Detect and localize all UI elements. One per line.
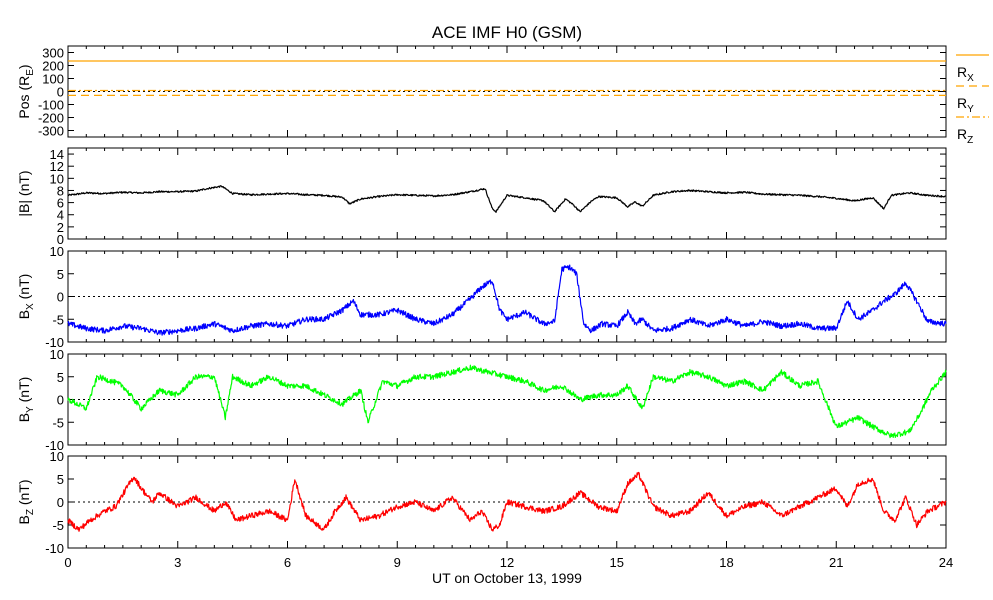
y-tick-label: -100 [38, 98, 64, 113]
x-tick-label: 9 [394, 555, 401, 570]
y-tick-label: -10 [45, 335, 64, 350]
y-tick-label: 300 [42, 46, 64, 61]
y-tick-label: -5 [52, 415, 64, 430]
y-tick-label: 10 [50, 347, 64, 362]
y-tick-label: -5 [52, 312, 64, 327]
y-tick-label: 6 [57, 196, 64, 211]
y-tick-label: 0 [57, 393, 64, 408]
x-axis: 0 3 6 9 12 15 18 21 24 [64, 555, 953, 570]
y-tick-label: 12 [50, 159, 64, 174]
x-axis-label: UT on October 13, 1999 [432, 570, 582, 586]
panel-bz: -10 -5 0 5 10 BZ (nT) [16, 449, 947, 556]
y-tick-label: -10 [45, 438, 64, 453]
panel-bx: -10 -5 0 5 10 BX (nT) [16, 244, 947, 350]
y-tick-label: -200 [38, 111, 64, 126]
legend-label: RY [957, 95, 974, 115]
y-tick-label: 5 [57, 472, 64, 487]
chart-title: ACE IMF H0 (GSM) [432, 23, 582, 42]
y-tick-label: 0 [57, 85, 64, 100]
x-tick-label: 24 [939, 555, 953, 570]
series-line-btot-0 [67, 185, 947, 213]
x-tick-label: 0 [64, 555, 71, 570]
y-axis-label: BZ (nT) [16, 479, 36, 524]
y-tick-label: -300 [38, 124, 64, 139]
y-tick-label: 14 [50, 147, 64, 162]
panel-frame [67, 147, 947, 240]
x-tick-label: 21 [829, 555, 843, 570]
y-tick-label: 10 [50, 171, 64, 186]
series-line-bz-0 [67, 471, 947, 532]
x-tick-label: 6 [284, 555, 291, 570]
x-tick-label: 3 [174, 555, 181, 570]
y-tick-label: -5 [52, 518, 64, 533]
y-tick-label: 2 [57, 220, 64, 235]
legend-label: RZ [957, 126, 973, 146]
series-line-by-0 [67, 364, 947, 439]
y-tick-label: 4 [57, 208, 64, 223]
y-tick-label: 0 [57, 290, 64, 305]
y-tick-label: 5 [57, 370, 64, 385]
y-axis-label: |B| (nT) [16, 170, 32, 216]
x-tick-label: 12 [500, 555, 514, 570]
panel-by: -10 -5 0 5 10 BY (nT) [16, 347, 947, 453]
y-tick-label: 5 [57, 267, 64, 282]
y-tick-label: 100 [42, 72, 64, 87]
y-tick-label: 200 [42, 59, 64, 74]
y-axis-label: Pos (RE) [16, 64, 36, 118]
y-tick-label: 10 [50, 244, 64, 259]
y-tick-label: 0 [57, 232, 64, 247]
series-line-bx-0 [67, 264, 947, 336]
x-tick-label: 18 [719, 555, 733, 570]
y-tick-label: 10 [50, 449, 64, 464]
y-axis-label: BX (nT) [16, 274, 36, 320]
y-axis-label: BY (nT) [16, 377, 36, 423]
x-tick-label: 15 [610, 555, 624, 570]
y-tick-label: 0 [57, 495, 64, 510]
y-tick-label: -10 [45, 541, 64, 556]
y-tick-label: 8 [57, 183, 64, 198]
legend-label: RX [957, 64, 974, 84]
legend: RX RY RZ [956, 54, 989, 146]
